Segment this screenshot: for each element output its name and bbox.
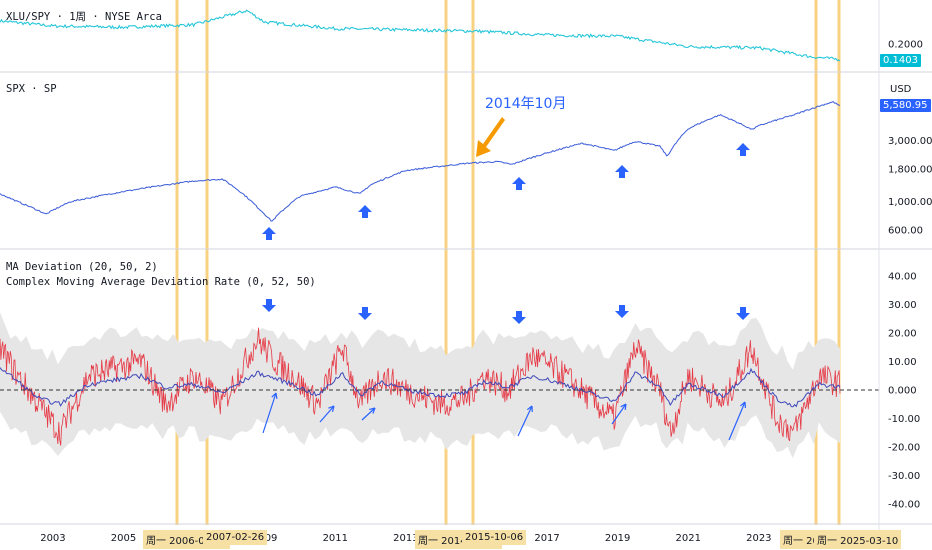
year-tick-2013: 2013 [393,533,418,544]
deviation-signal-arrow-0 [262,392,277,434]
deviation-down-arrow-4 [736,307,750,320]
deviation-signal-arrow-3-head [526,405,533,413]
deviation-pane-subtitle[interactable]: Complex Moving Average Deviation Rate (0… [6,276,316,288]
deviation-tick-4: 0.000 [888,386,917,397]
spx-tick-0: 3,000.00 [888,136,932,147]
deviation-down-arrow-0 [262,299,276,312]
signal-arrows [262,117,750,441]
orange-pointer-arrow [476,117,505,157]
deviation-signal-arrow-4 [611,403,627,425]
year-tick-2011: 2011 [323,533,348,544]
deviation-tick-3: 10.00 [888,357,917,368]
event-line-4 [814,0,818,525]
deviation-band [0,312,840,459]
xlu-pane-title[interactable]: XLU/SPY · 1周 · NYSE Arca [6,11,162,23]
deviation-signal-arrow-1-head [328,405,335,412]
deviation-signal-arrow-4-head [620,403,627,410]
deviation-tick-0: 40.00 [888,272,917,283]
year-tick-2003: 2003 [40,533,65,544]
spx-tick-3: 600.00 [888,226,923,237]
spx-line [0,101,841,222]
year-tick-2017: 2017 [534,533,559,544]
spx-up-arrow-0 [262,227,276,240]
spx-pane-title[interactable]: SPX · SP [6,83,57,95]
year-tick-2019: 2019 [605,533,630,544]
year-tick-2021: 2021 [676,533,701,544]
deviation-signal-arrow-2 [361,407,376,421]
event-line-2 [444,0,448,525]
spx-up-arrow-3 [615,165,629,178]
event-line-3 [471,0,475,525]
deviation-signal-arrow-3 [517,405,533,437]
deviation-down-arrow-2 [512,311,526,324]
price-axes: 0.2000 3,000.00 1,800.00 1,000.00 600.00 40.0… [888,40,932,511]
spx-tick-2: 1,000.00 [888,197,932,208]
deviation-tick-1: 30.00 [888,300,917,311]
series-lines [0,9,880,446]
date-tag-2025: 周一 2025-03-10 [814,530,902,549]
deviation-signal-arrow-5 [728,401,746,441]
deviation-tick-7: -30.00 [888,471,920,482]
event-line-1 [205,0,209,525]
year-tick-2005: 2005 [111,533,136,544]
spx-up-arrow-2 [512,177,526,190]
xlu-last-price-tag: 0.1403 [880,54,921,67]
deviation-tick-6: -20.00 [888,443,920,454]
deviation-down-arrow-3 [615,305,629,318]
deviation-down-arrow-1 [358,307,372,320]
xlu-spy-line [0,9,841,62]
deviation-signal-arrow-0-head [271,392,278,399]
deviation-signal-arrow-2-head [369,407,376,414]
date-tag-2007: 2007-02-26 [203,530,268,545]
annotation-2014-october: 2014年10月 [485,96,567,112]
event-vertical-lines [175,0,841,525]
deviation-tick-5: -10.00 [888,414,920,425]
event-line-5 [837,0,841,525]
deviation-pane-title[interactable]: MA Deviation (20, 50, 2) [6,261,158,273]
deviation-tick-2: 20.00 [888,329,917,340]
event-line-0 [175,0,179,525]
year-tick-2023: 2023 [746,533,771,544]
deviation-signal-arrow-1 [319,405,335,423]
spx-up-arrow-1 [358,205,372,218]
spx-last-price-tag: 5,580.95 [880,99,931,112]
band-area [0,312,840,459]
date-tag-2015: 2015-10-06 [462,530,527,545]
deviation-signal-arrow-5-head [740,401,746,409]
currency-label: USD [890,84,912,95]
spx-up-arrow-4 [736,143,750,156]
spx-tick-1: 1,800.00 [888,164,932,175]
xlu-tick-0: 0.2000 [888,40,923,51]
deviation-tick-8: -40.00 [888,500,920,511]
